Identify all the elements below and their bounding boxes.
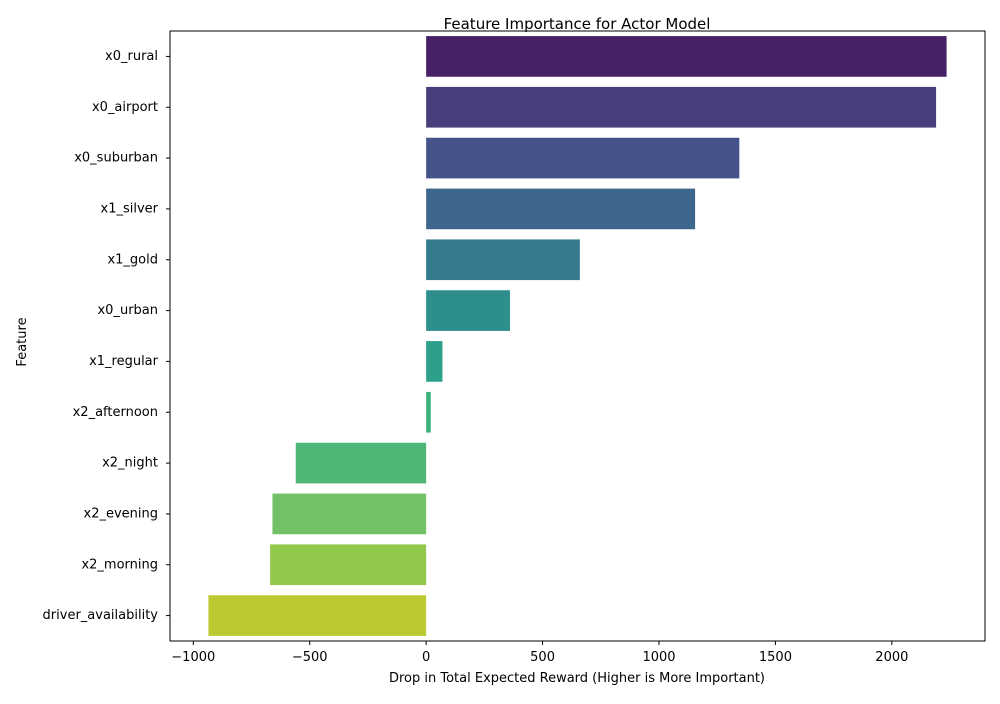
bar-x1-gold — [426, 239, 580, 281]
y-tick-label: x1_gold — [107, 252, 158, 267]
y-tick-label: x0_suburban — [74, 151, 158, 166]
y-tick-label: x0_urban — [97, 303, 158, 318]
bars-layer — [208, 36, 947, 636]
x-tick-label: −1000 — [171, 650, 215, 665]
y-tick-label: driver_availability — [43, 608, 159, 623]
y-tick-label: x2_afternoon — [73, 405, 158, 420]
bar-x0-rural — [426, 36, 947, 77]
x-tick-label: −500 — [292, 650, 328, 665]
bar-x2-afternoon — [426, 391, 431, 433]
x-axis-label: Drop in Total Expected Reward (Higher is… — [389, 671, 765, 686]
bar-x0-airport — [426, 86, 937, 128]
x-tick-label: 0 — [422, 650, 430, 665]
bar-x1-silver — [426, 188, 696, 230]
x-tick-label: 1500 — [759, 650, 792, 665]
bar-x2-evening — [272, 493, 427, 535]
bar-x0-suburban — [426, 137, 740, 179]
bar-driver-availability — [208, 595, 427, 636]
y-axis-label: Feature — [15, 317, 30, 366]
x-tick-label: 500 — [530, 650, 555, 665]
x-axis: −1000 −500 0 500 1000 1500 2000 — [171, 641, 908, 665]
plot-frame — [169, 30, 986, 642]
chart-title: Feature Importance for Actor Model — [444, 15, 711, 33]
bar-x1-regular — [426, 341, 443, 382]
x-tick-label: 1000 — [642, 650, 675, 665]
y-tick-label: x0_rural — [105, 49, 158, 64]
y-tick-label: x2_evening — [84, 506, 159, 521]
y-tick-label: x2_morning — [81, 557, 158, 572]
y-tick-label: x2_night — [102, 456, 158, 471]
y-axis: x0_rural x0_airport x0_suburban x1_silver x1… — [43, 49, 170, 623]
x-tick-label: 2000 — [875, 650, 908, 665]
y-tick-label: x1_regular — [89, 354, 159, 369]
bar-x2-night — [295, 442, 427, 484]
bar-x0-urban — [426, 290, 510, 331]
bar-x2-morning — [270, 544, 427, 586]
y-tick-label: x1_silver — [101, 201, 159, 216]
y-tick-label: x0_airport — [92, 100, 158, 115]
